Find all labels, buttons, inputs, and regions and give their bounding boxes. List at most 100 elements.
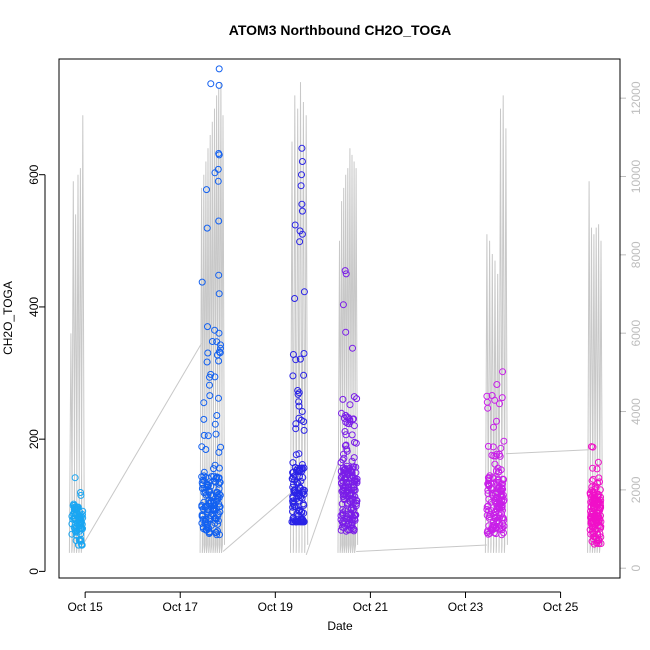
data-point xyxy=(215,271,223,279)
data-point xyxy=(492,452,500,460)
data-point xyxy=(589,475,597,483)
data-point xyxy=(353,477,361,485)
data-point xyxy=(213,488,221,496)
data-point xyxy=(298,144,306,152)
data-point xyxy=(289,483,297,491)
data-point xyxy=(489,443,497,451)
data-point xyxy=(289,497,297,505)
data-point xyxy=(74,504,82,512)
data-point xyxy=(213,412,221,419)
data-point xyxy=(199,523,207,531)
data-point xyxy=(343,447,351,455)
data-point xyxy=(338,472,346,480)
data-point xyxy=(212,430,220,438)
data-point xyxy=(351,438,358,446)
data-point xyxy=(495,497,503,505)
data-point xyxy=(300,418,308,426)
data-point xyxy=(296,238,304,246)
data-point xyxy=(300,426,308,434)
data-point xyxy=(204,432,212,440)
data-point xyxy=(202,502,210,510)
data-point xyxy=(71,474,79,482)
data-point xyxy=(295,398,303,406)
data-point xyxy=(589,464,597,472)
altitude-connector-4 xyxy=(356,544,487,553)
data-point xyxy=(298,461,306,468)
data-point xyxy=(498,394,506,402)
y-tick-label: 0 xyxy=(27,568,41,575)
data-point xyxy=(484,474,492,482)
data-point xyxy=(488,524,496,532)
data-point xyxy=(198,278,206,286)
y2-tick-label: 4000 xyxy=(629,398,643,425)
data-point xyxy=(215,485,223,493)
data-point xyxy=(205,530,213,537)
data-point xyxy=(297,182,305,190)
data-point xyxy=(211,461,219,469)
data-point xyxy=(484,442,492,450)
data-point xyxy=(202,484,210,491)
series-4 xyxy=(337,301,361,535)
data-point xyxy=(216,349,224,357)
series-1 xyxy=(68,474,87,549)
data-point xyxy=(214,177,222,185)
data-point xyxy=(590,520,598,528)
data-point xyxy=(289,473,297,481)
data-point xyxy=(500,437,508,445)
data-point xyxy=(77,489,84,496)
data-point xyxy=(596,515,604,523)
data-point xyxy=(200,399,208,407)
data-point xyxy=(72,537,80,544)
data-point xyxy=(590,491,598,499)
data-point xyxy=(217,344,224,352)
x-tick-label: Oct 25 xyxy=(543,600,579,614)
x-tick-label: Oct 19 xyxy=(258,600,294,614)
x-axis-label: Date xyxy=(327,619,353,633)
data-point xyxy=(204,323,211,331)
data-point xyxy=(200,415,208,423)
data-point xyxy=(300,501,308,509)
data-point xyxy=(296,355,304,363)
data-point xyxy=(340,519,348,527)
data-point xyxy=(291,295,299,302)
data-point xyxy=(300,371,308,379)
y2-tick-label: 12000 xyxy=(629,81,643,115)
data-point xyxy=(211,326,219,334)
x-tick-label: Oct 15 xyxy=(67,600,103,614)
data-points xyxy=(68,65,605,549)
data-point xyxy=(353,395,361,403)
data-point xyxy=(492,478,500,486)
data-point xyxy=(79,507,87,515)
data-point xyxy=(339,456,347,464)
data-point xyxy=(339,509,347,517)
altitude-connector-2 xyxy=(222,491,293,552)
data-point xyxy=(72,524,80,532)
data-point xyxy=(342,270,350,278)
data-point xyxy=(496,400,503,408)
data-point xyxy=(496,524,504,532)
data-point xyxy=(295,508,303,515)
data-point xyxy=(298,408,306,415)
data-point xyxy=(203,224,211,232)
data-point xyxy=(597,496,605,504)
x-tick-label: Oct 17 xyxy=(163,600,199,614)
data-point xyxy=(348,510,356,518)
chart-title: ATOM3 Northbound CH2O_TOGA xyxy=(229,22,451,38)
data-point xyxy=(292,425,300,433)
altitude-segment-2 xyxy=(199,82,225,553)
data-point xyxy=(298,158,306,165)
data-point xyxy=(337,526,345,534)
highlighted-points xyxy=(214,65,597,451)
data-point xyxy=(76,537,84,544)
data-point xyxy=(339,301,347,309)
data-point xyxy=(485,507,493,515)
data-point xyxy=(200,468,208,476)
y-tick-label: 200 xyxy=(27,429,41,449)
data-point xyxy=(488,392,496,399)
data-point xyxy=(351,516,359,524)
data-point xyxy=(300,350,308,357)
data-point xyxy=(291,487,299,495)
data-point xyxy=(341,428,349,435)
data-point xyxy=(203,480,211,488)
